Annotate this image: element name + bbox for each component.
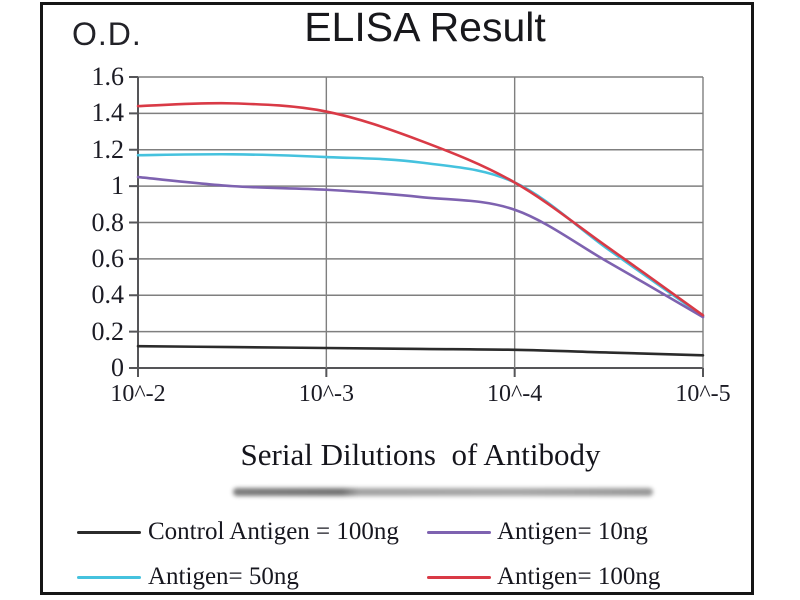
legend-line-sample xyxy=(427,576,491,579)
legend-label: Control Antigen = 100ng xyxy=(148,518,399,545)
legend-line-sample xyxy=(77,531,141,534)
y-tick-label: 0.2 xyxy=(91,316,125,346)
x-tick-label: 10^-3 xyxy=(298,381,354,407)
legend-label: Antigen= 100ng xyxy=(497,563,661,590)
legend-label: Antigen= 50ng xyxy=(148,563,299,590)
legend-line-sample xyxy=(427,531,491,534)
x-tick-label: 10^-4 xyxy=(487,381,543,407)
y-tick-label: 1 xyxy=(111,171,124,201)
y-tick-label: 1.6 xyxy=(91,62,125,91)
chart-title: ELISA Result xyxy=(304,4,546,50)
legend-line-sample xyxy=(77,576,141,579)
y-tick-label: 0.6 xyxy=(91,243,125,273)
legend-label: Antigen= 10ng xyxy=(497,518,648,545)
chart-frame xyxy=(40,2,754,595)
series-line-3 xyxy=(136,101,705,317)
series-line-2 xyxy=(136,152,705,318)
y-axis-title: O.D. xyxy=(72,16,142,52)
blurred-watermark-streak xyxy=(233,488,653,496)
y-tick-label: 0 xyxy=(111,353,124,382)
x-axis-title: Serial Dilutions of Antibody xyxy=(240,437,601,472)
x-tick-label: 10^-2 xyxy=(110,381,166,407)
x-tick-label: 10^-5 xyxy=(675,381,731,407)
y-tick-label: 1.4 xyxy=(91,98,125,128)
y-tick-label: 0.4 xyxy=(91,280,125,310)
series-line-1 xyxy=(136,175,705,319)
y-tick-label: 1.2 xyxy=(91,134,125,164)
series-line-0 xyxy=(136,344,705,357)
y-tick-label: 0.8 xyxy=(91,207,125,237)
